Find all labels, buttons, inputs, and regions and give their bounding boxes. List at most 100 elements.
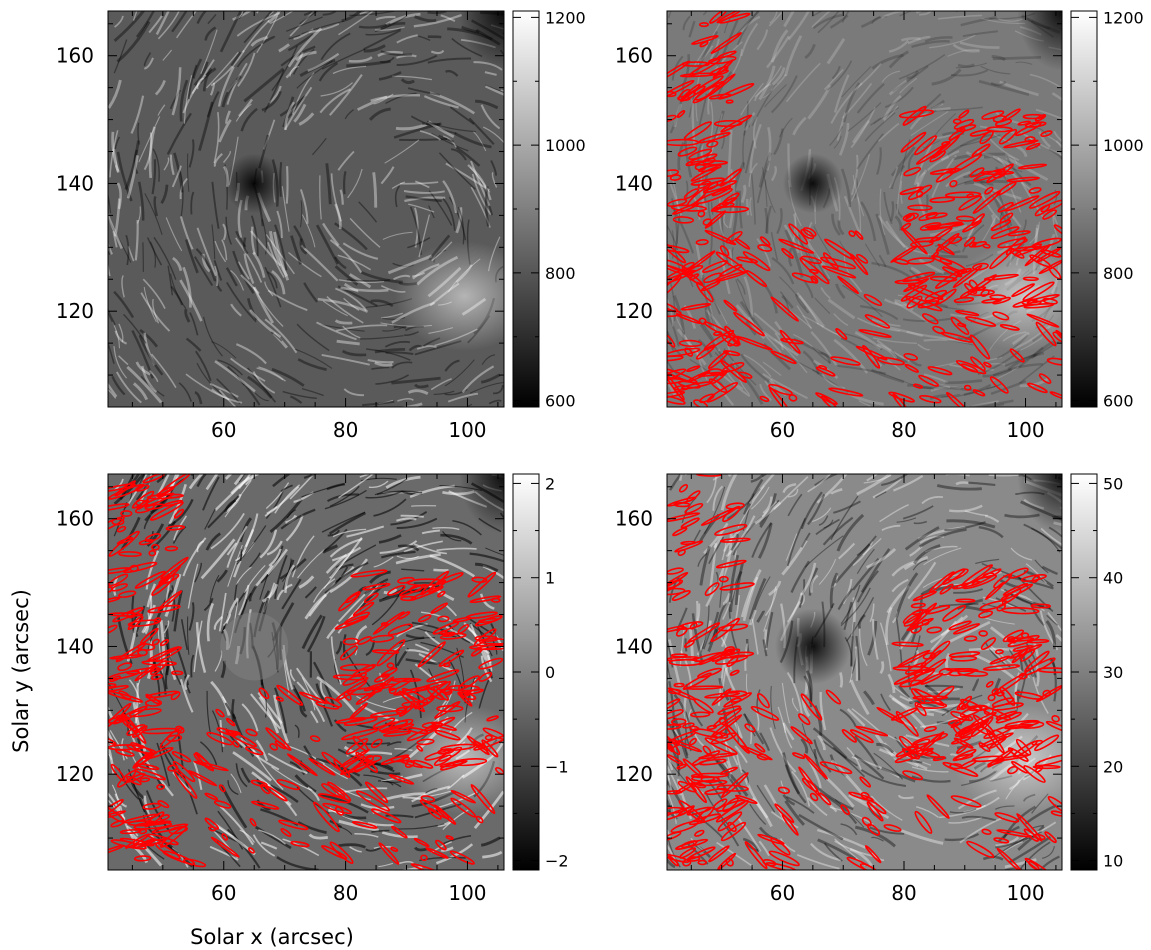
contour	[866, 801, 884, 822]
contour	[907, 204, 933, 211]
contour	[372, 717, 396, 729]
contour	[380, 754, 410, 766]
contour	[912, 383, 924, 389]
contour	[910, 625, 922, 634]
contour	[157, 590, 183, 611]
contour	[719, 766, 738, 776]
contour	[708, 845, 730, 863]
contour	[969, 129, 991, 137]
contour	[980, 637, 997, 651]
contour	[958, 195, 983, 211]
contour	[987, 758, 1005, 767]
contour	[474, 643, 504, 651]
x-tick-label: 100	[448, 881, 486, 905]
contour	[678, 88, 691, 101]
contour	[960, 703, 969, 710]
contour	[686, 365, 701, 372]
contour	[447, 684, 480, 692]
contour	[791, 752, 806, 760]
contour	[696, 187, 733, 205]
heatmap-image	[667, 474, 1062, 870]
contour	[437, 590, 446, 598]
contour	[457, 623, 470, 635]
contour	[726, 690, 748, 698]
contour	[1034, 734, 1060, 752]
contour	[686, 856, 701, 862]
contour	[370, 738, 383, 749]
contour	[699, 22, 709, 28]
contour	[108, 716, 130, 724]
contour	[914, 135, 938, 156]
contour	[906, 617, 934, 632]
contour	[696, 371, 725, 377]
contour	[108, 685, 129, 692]
contour	[729, 669, 740, 676]
contour	[892, 665, 930, 672]
contour	[713, 119, 743, 128]
contour	[437, 615, 450, 623]
contour	[907, 184, 933, 201]
contour	[286, 753, 318, 777]
contour	[667, 374, 685, 401]
panel-top-left: 60 80 100 120 140 160 600 800 1000 1200	[56, 8, 586, 442]
contour	[778, 238, 815, 254]
contour	[948, 667, 976, 677]
contour	[699, 393, 715, 404]
contour	[929, 275, 958, 282]
contour	[343, 716, 378, 726]
contour	[276, 779, 301, 791]
contour	[250, 779, 268, 788]
contour	[702, 157, 716, 165]
contour	[999, 324, 1020, 331]
contour	[712, 798, 728, 810]
contour	[321, 783, 346, 799]
contour	[478, 671, 493, 682]
contour	[697, 859, 708, 866]
contour	[925, 212, 948, 219]
contour	[206, 731, 234, 746]
x-axis-title: Solar x (arcsec)	[190, 925, 354, 949]
contour	[883, 824, 902, 832]
contour	[312, 801, 340, 833]
contour	[693, 75, 724, 95]
contour	[317, 793, 351, 804]
contour	[690, 160, 728, 166]
contour	[674, 781, 696, 795]
contour	[924, 222, 965, 229]
contour	[122, 813, 160, 824]
contour	[334, 615, 369, 630]
contour	[321, 845, 348, 860]
contour	[1038, 373, 1052, 384]
contour	[856, 253, 869, 264]
contour	[809, 792, 819, 802]
contour	[983, 361, 992, 368]
contour	[972, 189, 1002, 214]
panel-bottom-left: 60 80 100 120 140 160 −2 −1 0 1 2	[56, 473, 569, 905]
contour	[108, 799, 124, 822]
contour	[742, 251, 771, 272]
contour	[486, 715, 499, 722]
contour	[1034, 114, 1047, 122]
contour	[725, 230, 743, 244]
contour	[278, 819, 309, 831]
contour	[109, 654, 144, 660]
contour	[707, 368, 723, 376]
x-tick-label: 60	[770, 418, 795, 442]
contour	[111, 518, 125, 526]
contour	[706, 724, 718, 731]
contour	[667, 114, 677, 123]
contour	[861, 816, 872, 827]
contour	[445, 835, 454, 840]
contour	[126, 775, 142, 786]
contour	[436, 704, 464, 713]
contour	[903, 166, 922, 177]
contour	[1032, 764, 1061, 770]
contour	[215, 708, 225, 718]
contour	[415, 680, 448, 692]
contour	[1049, 391, 1062, 400]
contour	[667, 347, 701, 357]
contour	[722, 505, 741, 523]
contour	[706, 73, 736, 98]
contour	[378, 842, 400, 865]
contour	[352, 735, 369, 752]
